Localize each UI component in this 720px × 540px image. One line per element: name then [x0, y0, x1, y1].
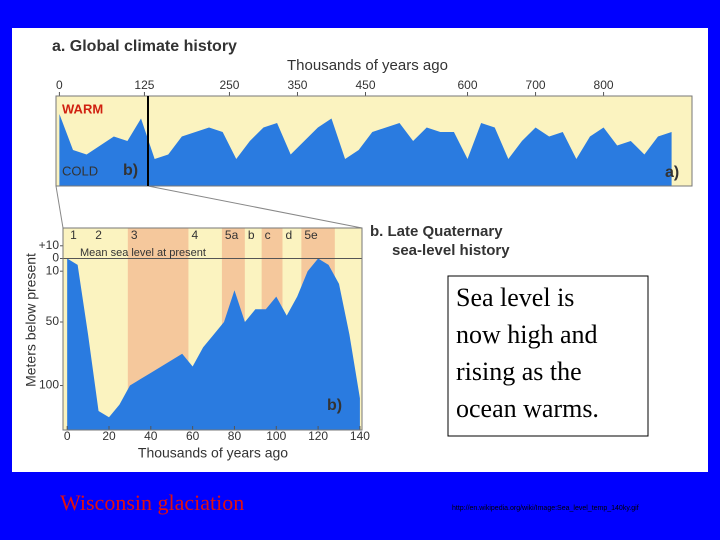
caption: Wisconsin glaciation: [60, 490, 244, 515]
y-tick-label: 0: [52, 251, 59, 265]
stage-label: b: [248, 228, 255, 242]
y-tick-label: 100: [39, 378, 59, 392]
sea-level-area: [67, 258, 360, 430]
climate-area: [59, 114, 672, 186]
stage-label: 2: [95, 228, 102, 242]
chart-title: b. Late Quaternary: [370, 223, 503, 240]
y-axis-title: Meters below present: [23, 253, 39, 387]
x-tick-label: 800: [594, 78, 614, 92]
x-tick-label: 450: [355, 78, 375, 92]
x-tick-label: 350: [287, 78, 307, 92]
stage-label: 5a: [225, 228, 239, 242]
reference-label: Mean sea level at present: [80, 247, 206, 259]
x-tick-label: 600: [458, 78, 478, 92]
stage-label: d: [286, 228, 293, 242]
stage-label: 4: [191, 228, 198, 242]
stage-label: 3: [131, 228, 138, 242]
x-tick-label: 100: [266, 429, 286, 443]
callout-box: [447, 275, 649, 437]
x-tick-label: 0: [56, 78, 63, 92]
stage-label: 5e: [304, 228, 318, 242]
callout-text: Sea level is: [456, 283, 574, 312]
stage-band: [92, 228, 128, 430]
x-tick-label: 60: [186, 429, 200, 443]
y-tick-label: 10: [46, 263, 60, 277]
panel-label: b): [123, 162, 138, 179]
callout-text: rising as the: [456, 357, 582, 386]
x-tick-label: 125: [134, 78, 154, 92]
callout-text: now high and: [456, 320, 598, 349]
cold-label: COLD: [62, 163, 98, 178]
panel-label: a): [665, 164, 679, 181]
source-link: http://en.wikipedia.org/wiki/Image:Sea_l…: [452, 505, 639, 512]
stage-label: c: [265, 228, 271, 242]
y-tick-label: 50: [46, 314, 60, 328]
plot-frame: [62, 227, 363, 431]
x-tick-label: 700: [526, 78, 546, 92]
x-tick-label: 40: [144, 429, 158, 443]
zoom-line: [147, 185, 363, 229]
stage-label: 1: [70, 228, 77, 242]
chart-title: a. Global climate history: [52, 38, 237, 55]
x-tick-label: 140: [350, 429, 370, 443]
panel-label: b): [327, 397, 342, 414]
callout-text: ocean warms.: [456, 394, 599, 423]
x-tick-label: 120: [308, 429, 328, 443]
x-axis-title: Thousands of years ago: [138, 445, 288, 461]
plot-frame: [55, 95, 693, 187]
warm-label: WARM: [62, 101, 103, 116]
y-tick-label: +10: [39, 238, 60, 252]
x-tick-label: 80: [228, 429, 242, 443]
chart-title: sea-level history: [392, 242, 510, 259]
x-axis-title: Thousands of years ago: [287, 57, 448, 74]
x-tick-label: 0: [64, 429, 71, 443]
x-tick-label: 20: [102, 429, 116, 443]
zoom-line: [55, 185, 64, 229]
x-tick-label: 250: [219, 78, 239, 92]
